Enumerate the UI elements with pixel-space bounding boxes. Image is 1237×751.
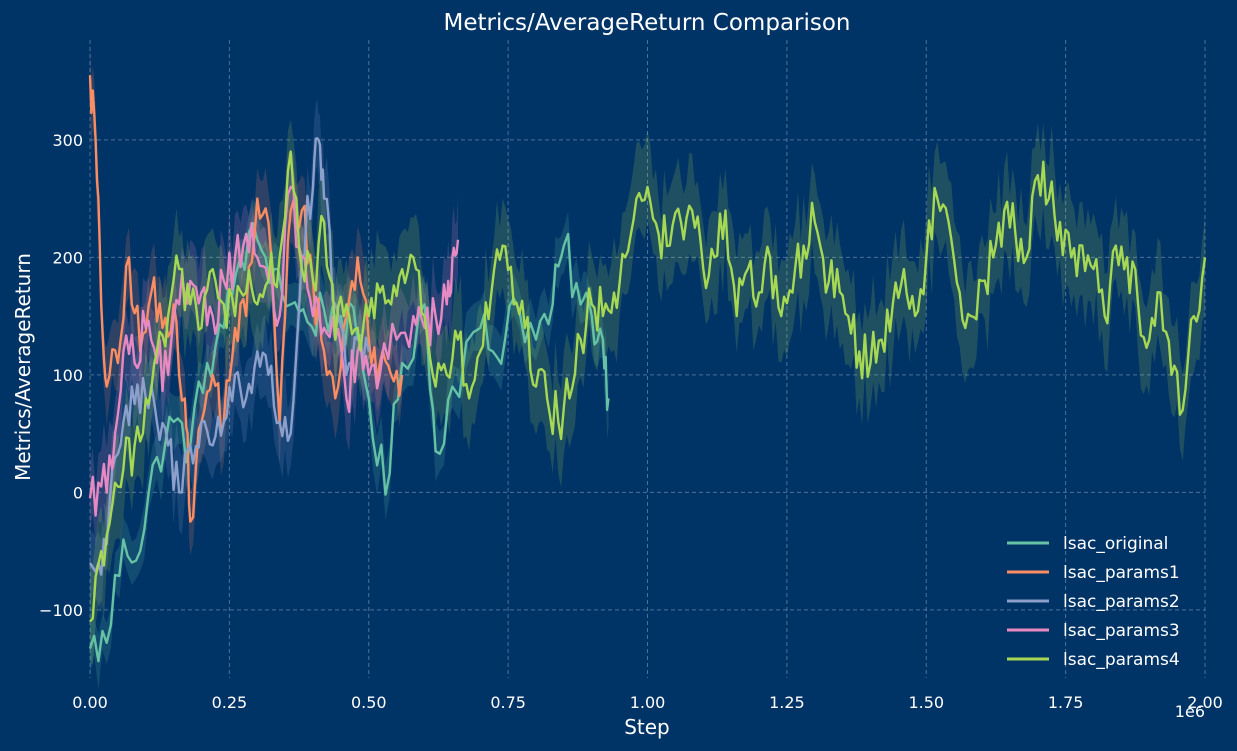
y-tick-label: −100 bbox=[39, 601, 83, 620]
x-tick-label: 0.50 bbox=[351, 693, 387, 712]
chart-title: Metrics/AverageReturn Comparison bbox=[443, 10, 850, 36]
x-axis-title: Step bbox=[624, 715, 670, 739]
x-tick-label: 1.75 bbox=[1048, 693, 1084, 712]
y-tick-label: 200 bbox=[52, 248, 83, 267]
legend-label: lsac_original bbox=[1063, 534, 1168, 554]
series-lines bbox=[88, 75, 1207, 663]
series-line-lsac_params1 bbox=[88, 75, 404, 523]
legend: lsac_original lsac_params1 lsac_params2lsa… bbox=[1007, 534, 1180, 670]
legend-label: lsac_params4 bbox=[1063, 650, 1180, 670]
x-tick-label: 0.25 bbox=[212, 693, 248, 712]
x-axis-scale-note: 1e6 bbox=[1175, 702, 1205, 721]
series-line-lsac_params2 bbox=[88, 137, 370, 576]
x-tick-label: 1.50 bbox=[908, 693, 944, 712]
series-band-lsac_params3 bbox=[90, 150, 458, 548]
legend-label: lsac_params1 bbox=[1063, 563, 1180, 583]
x-tick-label: 1.25 bbox=[769, 693, 805, 712]
series-line-lsac_params4 bbox=[89, 150, 1207, 623]
x-tick-label: 0.75 bbox=[490, 693, 526, 712]
y-axis-title: Metrics/AverageReturn bbox=[11, 253, 35, 481]
x-tick-label: 0.00 bbox=[72, 693, 108, 712]
series-band-lsac_original bbox=[90, 197, 609, 691]
axis-ticks: 0.00 0.25 0.50 0.75 1.00 1.25 1.50 1.75 2.00 −100… bbox=[39, 131, 1223, 712]
y-tick-label: 300 bbox=[52, 131, 83, 150]
legend-label: lsac_params3 bbox=[1063, 621, 1180, 641]
legend-label: lsac_params2 bbox=[1063, 592, 1180, 612]
y-tick-label: 100 bbox=[52, 366, 83, 385]
x-tick-label: 2.00 bbox=[1187, 693, 1223, 712]
x-tick-label: 1.00 bbox=[630, 693, 666, 712]
y-tick-label: 0 bbox=[73, 483, 83, 502]
series-line-lsac_params3 bbox=[88, 185, 460, 517]
